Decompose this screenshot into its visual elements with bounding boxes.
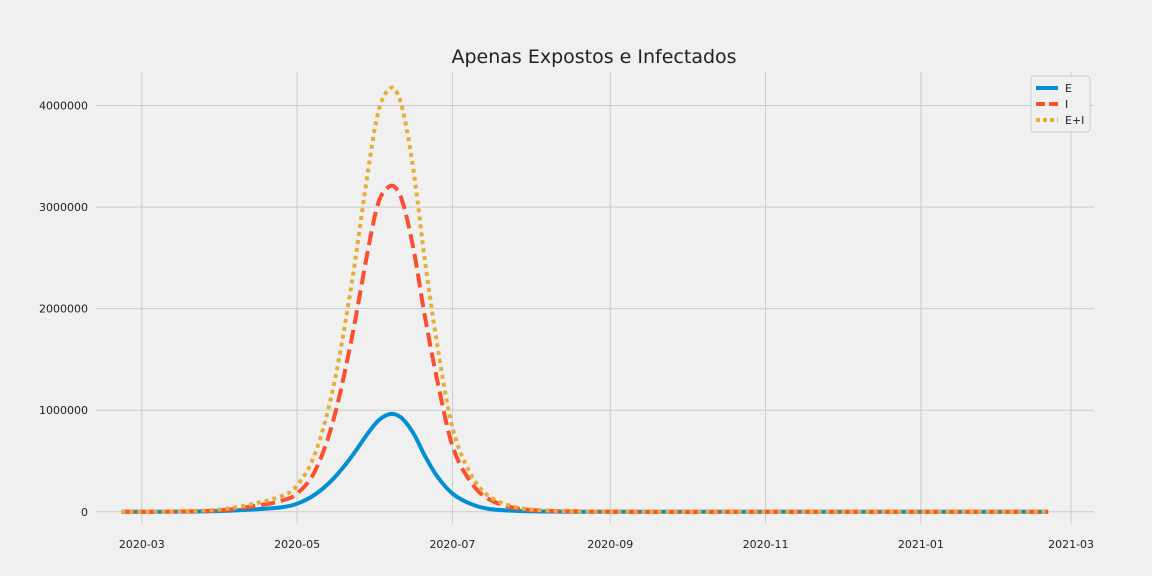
y-tick-label: 2000000 <box>39 303 88 316</box>
x-tick-labels: 2020-03 2020-05 2020-07 2020-09 2020-11 2021-… <box>119 538 1094 551</box>
legend: EI E+I <box>1030 75 1091 133</box>
y-tick-label: 4000000 <box>39 100 88 113</box>
legend-label: E <box>1065 82 1072 95</box>
x-tick-label: 2021-03 <box>1048 538 1094 551</box>
legend-label: I <box>1065 98 1068 111</box>
y-tick-label: 0 <box>81 506 88 519</box>
chart-title: Apenas Expostos e Infectados <box>451 46 736 68</box>
y-tick-label: 1000000 <box>39 404 88 417</box>
y-tick-label: 3000000 <box>39 201 88 214</box>
x-tick-label: 2021-01 <box>898 538 944 551</box>
x-tick-label: 2020-07 <box>429 538 475 551</box>
series-layer <box>121 85 1049 514</box>
x-tick-label: 2020-05 <box>274 538 320 551</box>
x-tick-label: 2020-09 <box>587 538 633 551</box>
series-line-e-i <box>121 85 1049 514</box>
x-tick-label: 2020-11 <box>743 538 789 551</box>
series-line-i <box>121 183 1049 514</box>
legend-label: E+I <box>1065 114 1084 127</box>
x-tick-label: 2020-03 <box>119 538 165 551</box>
y-tick-labels: 0 1000000 2000000 3000000 4000000 <box>39 100 88 519</box>
grid <box>96 72 1094 524</box>
